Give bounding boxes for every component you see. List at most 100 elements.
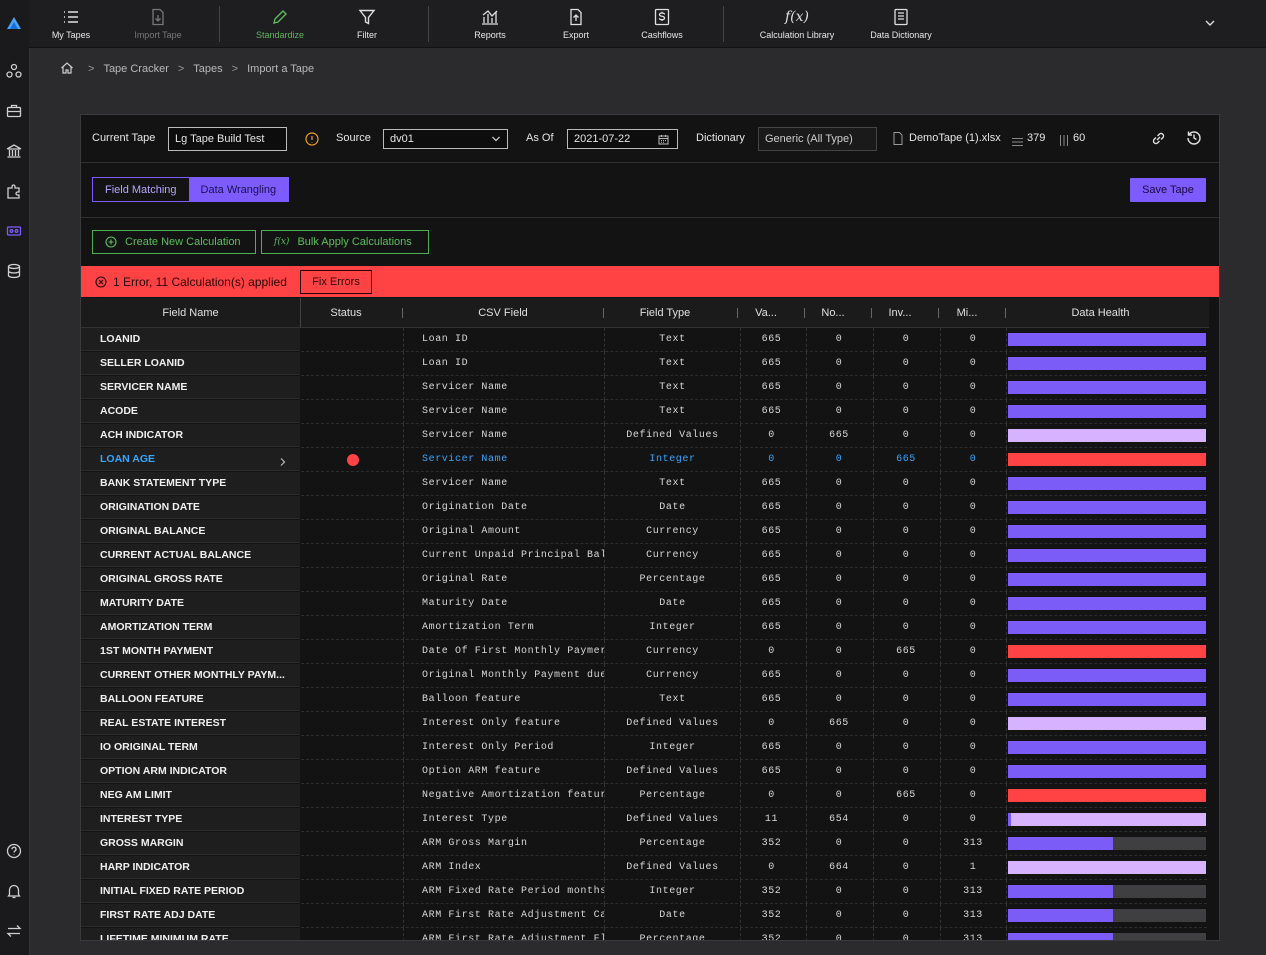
field-type[interactable]: Percentage — [639, 838, 706, 849]
bulk-apply-calculations-button[interactable]: f(x) Bulk Apply Calculations — [261, 230, 429, 254]
field-name[interactable]: BANK STATEMENT TYPE — [81, 472, 300, 495]
table-row[interactable]: CURRENT ACTUAL BALANCE Current Unpaid Pri… — [81, 544, 1219, 568]
csv-field[interactable]: Servicer Name — [422, 382, 508, 393]
csv-field[interactable]: Maturity Date — [422, 598, 508, 609]
field-name[interactable]: SERVICER NAME — [81, 376, 300, 399]
bank-icon[interactable] — [5, 142, 23, 160]
table-row[interactable]: SELLER LOANID Loan ID Text 665 0 0 0 — [81, 352, 1219, 376]
col-valid[interactable]: Va... — [755, 306, 777, 319]
field-type[interactable]: Percentage — [639, 934, 706, 940]
table-row[interactable]: AMORTIZATION TERM Amortization Term Intege… — [81, 616, 1219, 640]
field-name[interactable]: ACH INDICATOR — [81, 424, 300, 447]
field-name[interactable]: OPTION ARM INDICATOR — [81, 760, 300, 783]
breadcrumb-tape-cracker[interactable]: Tape Cracker — [103, 63, 169, 75]
field-type[interactable]: Text — [659, 334, 686, 345]
import-tape-button[interactable]: Import Tape — [129, 0, 187, 47]
network-icon[interactable] — [5, 62, 23, 80]
save-tape-button[interactable]: Save Tape — [1130, 178, 1206, 202]
table-row[interactable]: CURRENT OTHER MONTHLY PAYM... Original Mo… — [81, 664, 1219, 688]
field-name[interactable]: ORIGINATION DATE — [81, 496, 300, 519]
table-row[interactable]: REAL ESTATE INTEREST Interest Only featur… — [81, 712, 1219, 736]
csv-field[interactable]: Negative Amortization featur — [422, 790, 604, 801]
table-row[interactable]: BANK STATEMENT TYPE Servicer Name Text 665 0… — [81, 472, 1219, 496]
csv-field[interactable]: Servicer Name — [422, 454, 508, 465]
tab-field-matching[interactable]: Field Matching — [105, 183, 177, 196]
export-button[interactable]: Export — [555, 0, 597, 47]
col-data-health[interactable]: Data Health — [1071, 306, 1130, 319]
table-row[interactable]: GROSS MARGIN ARM Gross Margin Percentage 35… — [81, 832, 1219, 856]
field-type[interactable]: Integer — [649, 454, 696, 465]
field-type[interactable]: Date — [659, 910, 686, 921]
table-row[interactable]: BALLOON FEATURE Balloon feature Text 665 0 0 0 — [81, 688, 1219, 712]
field-type[interactable]: Text — [659, 406, 686, 417]
error-status-dot[interactable] — [347, 454, 359, 466]
table-scrollbar[interactable] — [1209, 298, 1219, 940]
calculation-library-button[interactable]: f(x) Calculation Library — [755, 0, 839, 47]
col-missing[interactable]: Mi... — [956, 306, 978, 319]
table-row[interactable]: ORIGINAL BALANCE Original Amount Currency 6… — [81, 520, 1219, 544]
field-name[interactable]: CURRENT ACTUAL BALANCE — [81, 544, 300, 567]
csv-field[interactable]: ARM Gross Margin — [422, 838, 528, 849]
csv-field[interactable]: ARM Index — [422, 862, 482, 873]
breadcrumb-tapes[interactable]: Tapes — [193, 63, 223, 75]
field-type[interactable]: Integer — [649, 886, 696, 897]
help-icon[interactable] — [5, 842, 23, 860]
field-type[interactable]: Text — [659, 382, 686, 393]
col-status[interactable]: Status — [330, 306, 362, 319]
csv-field[interactable]: Amortization Term — [422, 622, 535, 633]
field-name[interactable]: GROSS MARGIN — [81, 832, 300, 855]
csv-field[interactable]: ARM Fixed Rate Period months — [422, 886, 604, 897]
field-type[interactable]: Percentage — [639, 574, 706, 585]
csv-field[interactable]: Date Of First Monthly Paymer — [422, 646, 604, 657]
csv-field[interactable]: Interest Only feature — [422, 718, 561, 729]
csv-field[interactable]: Interest Only Period — [422, 742, 555, 753]
field-type[interactable]: Currency — [646, 670, 699, 681]
field-name[interactable]: NEG AM LIMIT — [81, 784, 300, 807]
col-invalid[interactable]: Inv... — [888, 306, 912, 319]
table-row[interactable]: FIRST RATE ADJ DATE ARM First Rate Adjust… — [81, 904, 1219, 928]
field-type[interactable]: Percentage — [639, 790, 706, 801]
table-row[interactable]: ORIGINATION DATE Origination Date Date 665 0… — [81, 496, 1219, 520]
field-name[interactable]: INITIAL FIXED RATE PERIOD — [81, 880, 300, 903]
table-row[interactable]: LOANID Loan ID Text 665 0 0 0 — [81, 328, 1219, 352]
field-type[interactable]: Defined Values — [626, 430, 719, 441]
table-row[interactable]: OPTION ARM INDICATOR Option ARM feature De… — [81, 760, 1219, 784]
field-type[interactable]: Defined Values — [626, 766, 719, 777]
field-type[interactable]: Currency — [646, 526, 699, 537]
field-name[interactable]: LOANID — [81, 328, 300, 351]
csv-field[interactable]: Balloon feature — [422, 694, 522, 705]
bell-icon[interactable] — [5, 882, 23, 900]
csv-field[interactable]: Loan ID — [422, 358, 469, 369]
standardize-button[interactable]: Standardize — [251, 0, 309, 47]
create-new-calculation-button[interactable]: Create New Calculation — [92, 230, 256, 254]
as-of-date-input[interactable]: 2021-07-22 — [567, 129, 678, 149]
col-not-defined[interactable]: No... — [821, 306, 845, 319]
tape-icon[interactable] — [5, 222, 23, 240]
csv-field[interactable]: ARM First Rate Adjustment Fl — [422, 934, 604, 940]
csv-field[interactable]: Original Rate — [422, 574, 508, 585]
field-name[interactable]: BALLOON FEATURE — [81, 688, 300, 711]
field-type[interactable]: Currency — [646, 550, 699, 561]
table-row[interactable]: SERVICER NAME Servicer Name Text 665 0 0 0 — [81, 376, 1219, 400]
field-type[interactable]: Text — [659, 694, 686, 705]
puzzle-icon[interactable] — [5, 182, 23, 200]
csv-field[interactable]: Current Unpaid Principal Bal — [422, 550, 604, 561]
link-icon[interactable] — [1150, 130, 1167, 152]
field-name[interactable]: 1ST MONTH PAYMENT — [81, 640, 300, 663]
csv-field[interactable]: ARM First Rate Adjustment Ca — [422, 910, 604, 921]
field-type[interactable]: Text — [659, 478, 686, 489]
data-dictionary-button[interactable]: Data Dictionary — [867, 0, 935, 47]
field-name[interactable]: SELLER LOANID — [81, 352, 300, 375]
briefcase-icon[interactable] — [5, 102, 23, 120]
csv-field[interactable]: Original Monthly Payment due — [422, 670, 604, 681]
fix-errors-button[interactable]: Fix Errors — [300, 270, 372, 294]
table-row[interactable]: LIFETIME MINIMUM RATE ARM First Rate Adju… — [81, 928, 1219, 940]
field-name[interactable]: ORIGINAL GROSS RATE — [81, 568, 300, 591]
cashflows-button[interactable]: Cashflows — [637, 0, 687, 47]
col-field-type[interactable]: Field Type — [639, 306, 691, 319]
field-name[interactable]: IO ORIGINAL TERM — [81, 736, 300, 759]
calendar-icon[interactable] — [658, 134, 669, 148]
field-name[interactable]: FIRST RATE ADJ DATE — [81, 904, 300, 927]
filter-button[interactable]: Filter — [346, 0, 388, 47]
field-name[interactable]: LIFETIME MINIMUM RATE — [81, 928, 300, 940]
